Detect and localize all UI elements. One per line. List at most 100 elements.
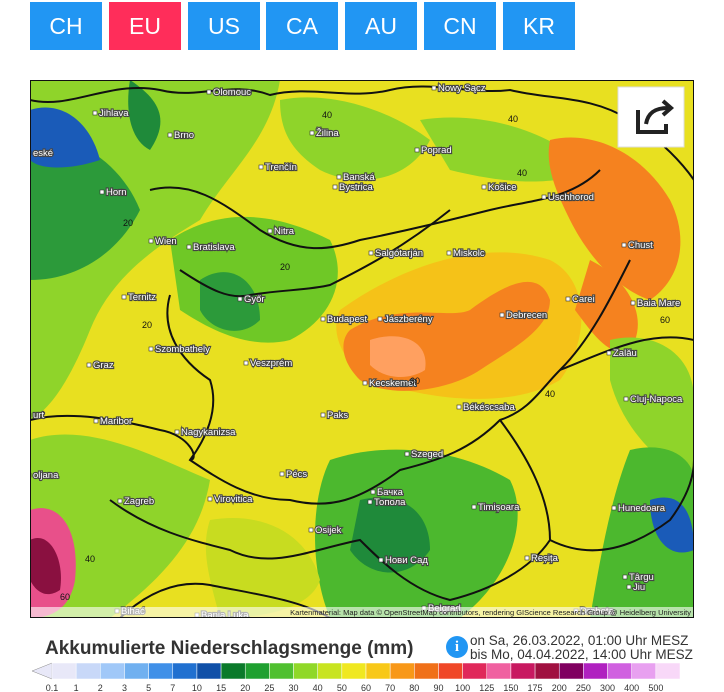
map-area: [128, 80, 161, 150]
city-marker: [237, 296, 243, 302]
city-label: Budapest: [327, 314, 368, 325]
city-label: Hunedoara: [618, 503, 666, 514]
scale-label: 125: [479, 683, 494, 692]
map-area: [610, 337, 694, 480]
region-tab[interactable]: CA: [266, 2, 338, 50]
scale-label: 20: [240, 683, 250, 692]
map-area: [200, 272, 260, 331]
city-marker: [499, 312, 505, 318]
border-line: [30, 414, 195, 461]
share-box: [636, 110, 668, 134]
border-line: [119, 582, 331, 618]
scale-swatch: [100, 662, 125, 680]
scale-swatch: [486, 662, 512, 680]
region-tab[interactable]: EU: [109, 2, 181, 50]
share-icon: [636, 99, 675, 134]
city-label: Jászberény: [384, 314, 433, 325]
scale-label: 400: [624, 683, 639, 692]
map-area: [30, 538, 61, 595]
city-label: Pécs: [286, 469, 307, 480]
city-marker: [148, 238, 154, 244]
region-tab[interactable]: US: [188, 2, 260, 50]
city-label: Reșița: [531, 553, 559, 564]
city-label: Olomouc: [213, 87, 251, 98]
city-marker: [524, 555, 530, 561]
scale-swatch: [607, 662, 632, 680]
city-marker: [626, 584, 632, 590]
contour-label: 40: [545, 389, 555, 399]
city-label: Poprad: [421, 145, 452, 156]
city-marker: [456, 404, 462, 410]
contour-label: 40: [508, 114, 518, 124]
city-marker: [167, 132, 173, 138]
border-line: [499, 419, 694, 552]
scale-swatch: [220, 662, 246, 680]
scale-label: 70: [385, 683, 395, 692]
share-arrow-head: [661, 99, 675, 117]
scale-label: 200: [552, 683, 567, 692]
city-label: urt: [33, 410, 44, 421]
scale-label: 25: [264, 683, 274, 692]
city-label: Cluj-Napoca: [630, 394, 683, 405]
city-label: Paks: [327, 410, 348, 421]
scale-swatch: [534, 662, 560, 680]
city-label: Bystrica: [339, 182, 374, 193]
date-from: on Sa, 26.03.2022, 01:00 Uhr MESZ: [470, 633, 689, 648]
city-marker: [174, 429, 180, 435]
map-area: [650, 497, 694, 553]
scale-label: 15: [216, 683, 226, 692]
contour-label: 60: [60, 592, 70, 602]
map-frame: [30, 80, 694, 618]
region-tab[interactable]: CN: [424, 2, 496, 50]
map-area: [350, 497, 430, 573]
city-marker: [243, 360, 249, 366]
scale-label: 100: [455, 683, 470, 692]
city-label: Бачка: [377, 487, 404, 498]
scale-swatch: [172, 662, 198, 680]
share-arrow: [644, 106, 669, 125]
scale-swatch: [244, 662, 270, 680]
city-marker: [378, 557, 384, 563]
map-area: [590, 447, 694, 618]
map-area: [370, 336, 426, 377]
scale-label: 5: [146, 683, 151, 692]
scale-arrow: [31, 662, 53, 680]
city-label: Maribor: [100, 416, 132, 427]
city-label: Brno: [174, 130, 194, 141]
city-marker: [336, 174, 342, 180]
scale-label: 30: [289, 683, 299, 692]
contour-label: 40: [85, 554, 95, 564]
border-line: [149, 169, 601, 250]
city-label: Virovitica: [214, 494, 253, 505]
city-marker: [267, 228, 273, 234]
region-tab[interactable]: KR: [503, 2, 575, 50]
legend-title: Akkumulierte Niederschlagsmenge (mm): [45, 638, 414, 659]
scale-swatch: [655, 662, 681, 680]
info-icon[interactable]: i: [446, 636, 468, 658]
city-marker: [309, 130, 315, 136]
city-marker: [370, 489, 376, 495]
scale-label: 150: [503, 683, 518, 692]
city-label: Timișoara: [478, 502, 520, 513]
city-marker: [611, 505, 617, 511]
city-marker: [565, 296, 571, 302]
city-label: Miskolc: [453, 248, 485, 259]
city-marker: [186, 244, 192, 250]
city-label: Нови Сад: [385, 555, 428, 566]
share-button[interactable]: [617, 86, 685, 148]
scale-swatch: [75, 662, 101, 680]
map-area: [30, 138, 140, 280]
city-label: Baia Mare: [637, 298, 680, 309]
city-label: Veszprém: [250, 358, 292, 369]
scale-label: 10: [192, 683, 202, 692]
city-marker: [206, 89, 212, 95]
city-marker: [431, 85, 437, 91]
city-marker: [630, 300, 636, 306]
region-tab[interactable]: CH: [30, 2, 102, 50]
region-tab[interactable]: AU: [345, 2, 417, 50]
city-marker: [99, 189, 105, 195]
city-label: Uschhorod: [548, 192, 594, 203]
scale-swatch: [293, 662, 318, 680]
city-label: eské: [33, 148, 53, 159]
scale-swatch: [317, 662, 343, 680]
